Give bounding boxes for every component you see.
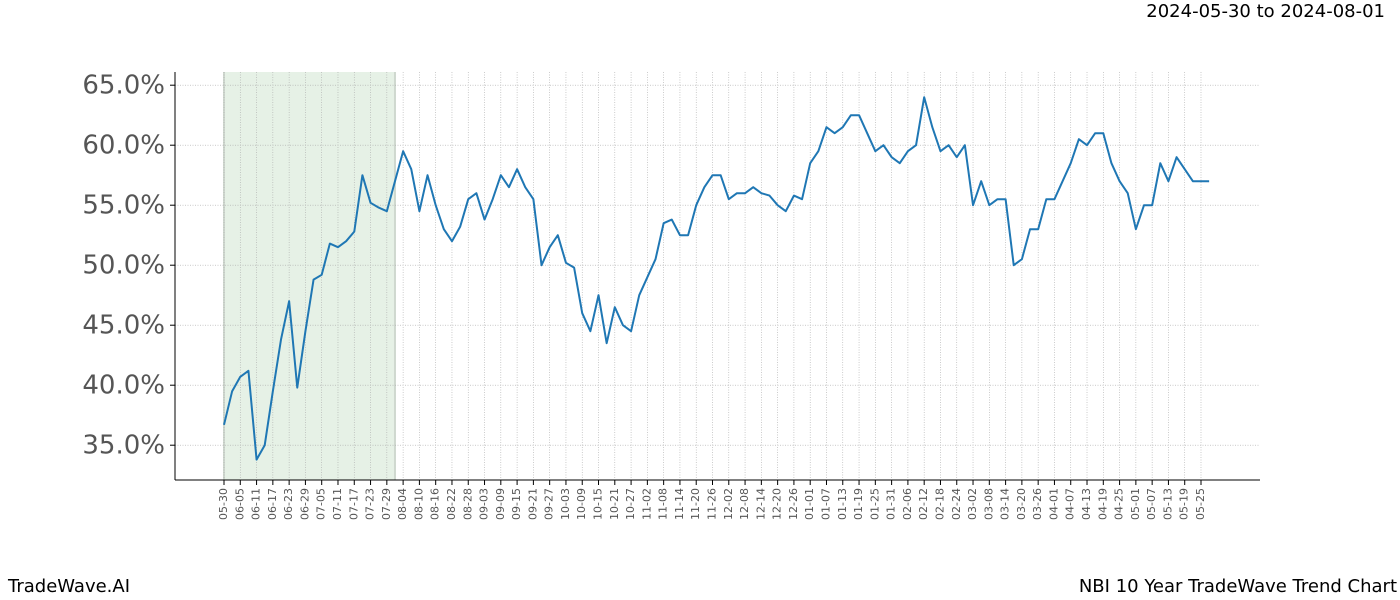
x-tick-label: 03-08 [982, 488, 995, 520]
x-tick-label: 08-22 [445, 488, 458, 520]
x-tick-label: 08-28 [461, 488, 474, 520]
x-tick-label: 06-23 [282, 488, 295, 520]
x-tick-label: 04-07 [1064, 488, 1077, 520]
x-tick-label: 08-10 [412, 488, 425, 520]
x-tick-label: 07-05 [315, 488, 328, 520]
x-tick-label: 03-26 [1031, 488, 1044, 520]
x-tick-label: 01-19 [852, 488, 865, 520]
x-tick-label: 06-17 [266, 488, 279, 520]
y-tick-label: 40.0% [82, 371, 165, 401]
x-tick-label: 11-08 [657, 488, 670, 520]
x-tick-label: 01-07 [819, 488, 832, 520]
y-tick-label: 50.0% [82, 251, 165, 281]
x-tick-label: 08-04 [396, 488, 409, 520]
x-tick-label: 11-02 [640, 488, 653, 520]
x-tick-label: 01-25 [868, 488, 881, 520]
x-tick-label: 11-14 [673, 488, 686, 520]
x-tick-label: 05-01 [1129, 488, 1142, 520]
x-tick-label: 09-21 [526, 488, 539, 520]
x-tick-label: 12-14 [754, 488, 767, 520]
x-tick-label: 10-27 [624, 488, 637, 520]
x-tick-label: 10-03 [559, 488, 572, 520]
y-tick-label: 45.0% [82, 311, 165, 341]
x-tick-label: 03-14 [999, 488, 1012, 520]
chart-title: NBI 10 Year TradeWave Trend Chart [1079, 576, 1397, 597]
x-tick-label: 03-02 [966, 488, 979, 520]
x-tick-label: 09-09 [494, 488, 507, 520]
x-tick-label: 12-02 [722, 488, 735, 520]
x-tick-label: 04-25 [1113, 488, 1126, 520]
x-tick-label: 01-01 [803, 488, 816, 520]
x-tick-label: 07-17 [347, 488, 360, 520]
x-tick-label: 10-15 [592, 488, 605, 520]
x-tick-label: 06-05 [233, 488, 246, 520]
x-tick-label: 05-25 [1194, 488, 1207, 520]
x-tick-label: 04-13 [1080, 488, 1093, 520]
date-range: 2024-05-30 to 2024-08-01 [1146, 1, 1385, 22]
x-tick-label: 11-26 [706, 488, 719, 520]
x-tick-label: 05-19 [1178, 488, 1191, 520]
y-tick-label: 60.0% [82, 131, 165, 161]
x-tick-label: 09-15 [510, 488, 523, 520]
x-tick-label: 02-24 [950, 488, 963, 520]
y-tick-label: 65.0% [82, 71, 165, 101]
x-tick-label: 12-20 [771, 488, 784, 520]
brand: TradeWave.AI [7, 576, 130, 597]
x-tick-label: 05-13 [1161, 488, 1174, 520]
x-tick-label: 10-09 [575, 488, 588, 520]
x-tick-label: 04-01 [1047, 488, 1060, 520]
x-tick-label: 10-21 [608, 488, 621, 520]
line [223, 96, 1210, 461]
x-tick-label: 07-29 [380, 488, 393, 520]
x-tick-label: 06-11 [250, 488, 263, 520]
x-tick-label: 02-06 [901, 488, 914, 520]
y-tick-label: 55.0% [82, 191, 165, 221]
x-tick-label: 02-18 [933, 488, 946, 520]
x-tick-label: 11-20 [689, 488, 702, 520]
x-tick-label: 07-23 [364, 488, 377, 520]
x-tick-label: 01-31 [885, 488, 898, 520]
x-tick-label: 07-11 [331, 488, 344, 520]
x-tick-label: 06-29 [298, 488, 311, 520]
x-tick-label: 12-26 [787, 488, 800, 520]
x-tick-label: 12-08 [738, 488, 751, 520]
x-tick-label: 08-16 [429, 488, 442, 520]
x-tick-label: 05-30 [217, 488, 230, 520]
y-tick-label: 35.0% [82, 431, 165, 461]
x-tick-label: 09-03 [478, 488, 491, 520]
x-tick-label: 05-07 [1145, 488, 1158, 520]
x-tick-label: 01-13 [836, 488, 849, 520]
x-tick-label: 03-20 [1015, 488, 1028, 520]
highlight-band [224, 72, 395, 480]
x-tick-label: 02-12 [917, 488, 930, 520]
x-tick-label: 04-19 [1096, 488, 1109, 520]
x-tick-label: 09-27 [543, 488, 556, 520]
